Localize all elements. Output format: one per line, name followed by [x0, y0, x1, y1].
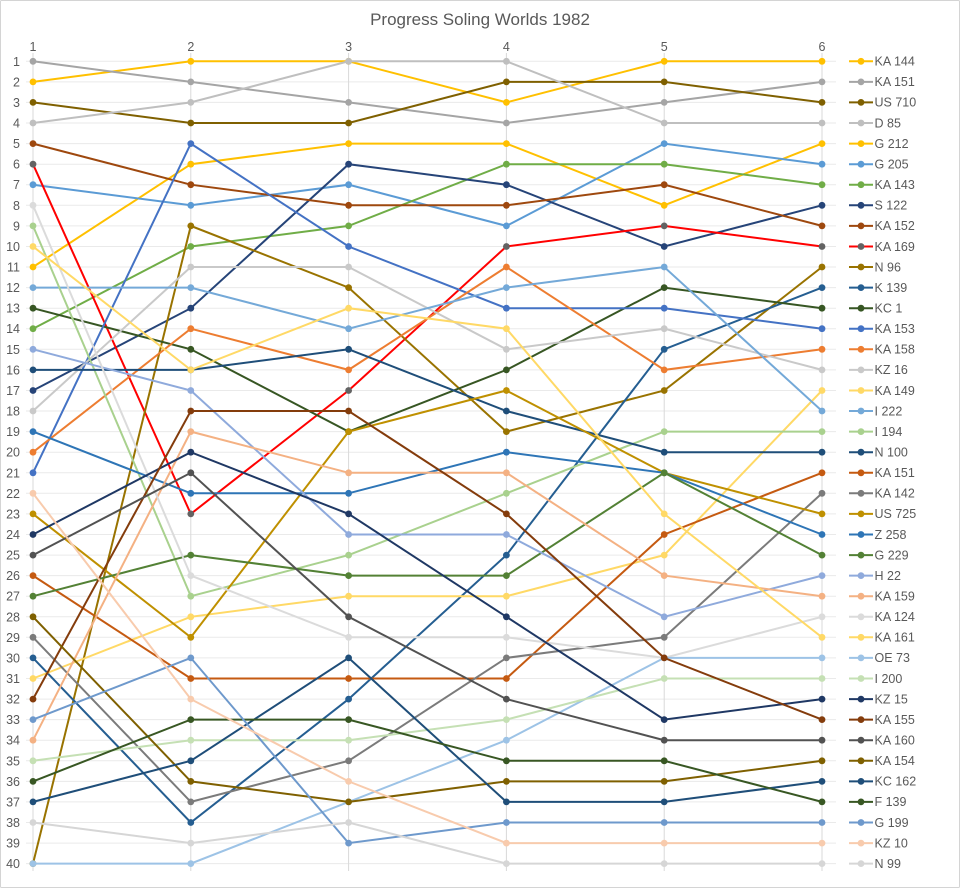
svg-text:16: 16: [6, 363, 20, 377]
svg-text:13: 13: [6, 302, 20, 316]
svg-text:3: 3: [13, 96, 20, 110]
svg-text:KA 160: KA 160: [875, 734, 915, 748]
svg-text:4: 4: [13, 117, 20, 131]
svg-text:5: 5: [661, 40, 668, 54]
svg-text:15: 15: [6, 343, 20, 357]
svg-text:I 194: I 194: [875, 425, 903, 439]
svg-text:I 222: I 222: [875, 404, 903, 418]
svg-text:G 205: G 205: [875, 158, 909, 172]
svg-text:11: 11: [7, 261, 20, 275]
svg-text:31: 31: [6, 672, 20, 686]
svg-text:K 139: K 139: [875, 281, 908, 295]
svg-text:N 100: N 100: [875, 446, 908, 460]
svg-text:20: 20: [6, 446, 20, 460]
svg-text:7: 7: [13, 178, 20, 192]
svg-text:2: 2: [187, 40, 194, 54]
svg-text:10: 10: [6, 240, 20, 254]
svg-text:29: 29: [6, 631, 20, 645]
svg-text:8: 8: [13, 199, 20, 213]
svg-text:25: 25: [6, 549, 20, 563]
svg-text:12: 12: [6, 281, 20, 295]
svg-text:G 212: G 212: [875, 137, 909, 151]
svg-text:1: 1: [30, 40, 37, 54]
svg-text:US 710: US 710: [875, 96, 917, 110]
svg-text:F 139: F 139: [875, 795, 907, 809]
svg-text:39: 39: [6, 837, 20, 851]
svg-text:36: 36: [6, 775, 20, 789]
svg-text:5: 5: [13, 137, 20, 151]
svg-text:KA 144: KA 144: [875, 55, 915, 69]
svg-text:Progress Soling Worlds 1982: Progress Soling Worlds 1982: [370, 10, 590, 29]
svg-text:6: 6: [13, 158, 20, 172]
svg-text:40: 40: [6, 857, 20, 871]
svg-text:33: 33: [6, 713, 20, 727]
svg-text:14: 14: [6, 322, 20, 336]
svg-text:6: 6: [819, 40, 826, 54]
svg-text:KA 155: KA 155: [875, 713, 915, 727]
svg-text:KC 162: KC 162: [875, 775, 917, 789]
svg-text:34: 34: [6, 734, 20, 748]
svg-text:30: 30: [6, 651, 20, 665]
svg-text:KZ 15: KZ 15: [875, 692, 908, 706]
svg-text:KC 1: KC 1: [875, 302, 903, 316]
svg-text:KA 152: KA 152: [875, 219, 915, 233]
svg-text:KA 143: KA 143: [875, 178, 915, 192]
svg-text:I 200: I 200: [875, 672, 903, 686]
svg-text:KZ 16: KZ 16: [875, 363, 908, 377]
svg-text:24: 24: [6, 528, 20, 542]
svg-text:KA 154: KA 154: [875, 754, 915, 768]
svg-text:Z 258: Z 258: [875, 528, 907, 542]
svg-text:KA 124: KA 124: [875, 610, 915, 624]
svg-text:2: 2: [13, 75, 20, 89]
svg-text:KA 151: KA 151: [875, 75, 915, 89]
svg-text:22: 22: [6, 487, 20, 501]
svg-text:23: 23: [6, 507, 20, 521]
svg-text:N 99: N 99: [875, 857, 901, 871]
svg-text:32: 32: [6, 693, 20, 707]
svg-text:KA 161: KA 161: [875, 631, 915, 645]
svg-text:KA 153: KA 153: [875, 322, 915, 336]
svg-text:OE 73: OE 73: [875, 651, 910, 665]
svg-text:21: 21: [6, 466, 20, 480]
svg-text:KA 158: KA 158: [875, 343, 915, 357]
svg-text:17: 17: [6, 384, 20, 398]
svg-text:KA 149: KA 149: [875, 384, 915, 398]
svg-text:KA 142: KA 142: [875, 487, 915, 501]
svg-text:G 199: G 199: [875, 816, 909, 830]
svg-text:26: 26: [6, 569, 20, 583]
svg-text:27: 27: [6, 590, 20, 604]
svg-text:US 725: US 725: [875, 507, 917, 521]
svg-text:38: 38: [6, 816, 20, 830]
svg-text:35: 35: [6, 754, 20, 768]
svg-text:KA 159: KA 159: [875, 590, 915, 604]
svg-text:KA 169: KA 169: [875, 240, 915, 254]
svg-text:D 85: D 85: [875, 116, 901, 130]
svg-text:18: 18: [6, 405, 20, 419]
svg-text:28: 28: [6, 610, 20, 624]
svg-text:N 96: N 96: [875, 260, 901, 274]
svg-text:1: 1: [13, 55, 20, 69]
svg-text:H 22: H 22: [875, 569, 901, 583]
svg-text:9: 9: [13, 219, 20, 233]
svg-text:KZ 10: KZ 10: [875, 836, 908, 850]
svg-text:S 122: S 122: [875, 199, 908, 213]
svg-text:37: 37: [6, 795, 20, 809]
svg-text:4: 4: [503, 40, 510, 54]
svg-text:3: 3: [345, 40, 352, 54]
svg-text:KA 151: KA 151: [875, 466, 915, 480]
svg-text:G 229: G 229: [875, 548, 909, 562]
svg-text:19: 19: [6, 425, 20, 439]
